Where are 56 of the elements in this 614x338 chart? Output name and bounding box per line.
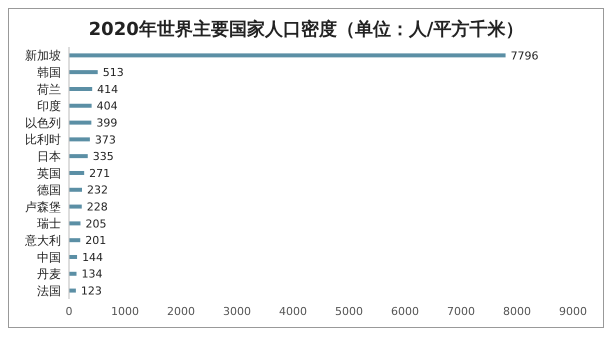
x-tick-label: 4000 xyxy=(279,304,307,318)
bar xyxy=(69,272,77,276)
bar xyxy=(69,104,92,108)
data-label: 123 xyxy=(80,284,102,298)
y-tick-label: 新加坡 xyxy=(25,48,61,63)
y-tick-label: 法国 xyxy=(37,284,61,298)
y-tick-label: 丹麦 xyxy=(37,267,61,282)
bar xyxy=(69,238,80,242)
bar xyxy=(69,137,90,142)
x-tick-label: 0 xyxy=(66,304,72,318)
bar xyxy=(69,254,78,259)
data-label: 414 xyxy=(97,82,118,96)
y-tick-label: 卢森堡 xyxy=(25,200,61,214)
y-tick-label: 德国 xyxy=(37,183,61,198)
y-tick-label: 中国 xyxy=(37,250,61,264)
data-label: 335 xyxy=(92,150,114,164)
data-label: 232 xyxy=(86,184,108,197)
bar xyxy=(69,288,76,293)
bar xyxy=(69,120,92,125)
data-label: 134 xyxy=(82,268,103,281)
data-label: 201 xyxy=(85,234,106,248)
bar xyxy=(69,188,82,192)
y-tick-label: 印度 xyxy=(37,99,61,114)
x-tick-label: 9000 xyxy=(559,304,587,318)
x-tick-label: 1000 xyxy=(111,304,139,318)
x-tick-label: 3000 xyxy=(223,304,251,318)
y-tick-label: 瑞士 xyxy=(37,216,61,231)
bar xyxy=(69,53,506,58)
data-label: 373 xyxy=(94,133,116,146)
data-label: 7796 xyxy=(510,49,539,62)
y-tick-label: 英国 xyxy=(37,166,61,180)
data-label: 513 xyxy=(102,66,124,80)
y-tick-label: 韩国 xyxy=(37,65,61,80)
data-label: 144 xyxy=(82,250,104,264)
y-tick-label: 日本 xyxy=(37,149,61,164)
y-tick-label: 意大利 xyxy=(24,233,61,248)
x-tick-label: 5000 xyxy=(335,304,363,318)
x-tick-label: 8000 xyxy=(503,304,531,318)
bar xyxy=(69,170,84,175)
data-label: 404 xyxy=(96,100,118,113)
x-tick-label: 2000 xyxy=(167,304,195,318)
y-tick-label: 荷兰 xyxy=(37,82,61,96)
bar xyxy=(69,204,82,209)
bar xyxy=(69,86,92,91)
x-tick-label: 6000 xyxy=(391,304,419,318)
data-label: 399 xyxy=(96,116,118,130)
x-tick-label: 7000 xyxy=(447,304,475,318)
data-label: 228 xyxy=(86,200,108,214)
data-label: 205 xyxy=(85,217,106,230)
data-label: 271 xyxy=(89,166,110,180)
bar xyxy=(69,70,98,74)
y-tick-label: 比利时 xyxy=(25,132,61,147)
chart-title: 2020年世界主要国家人口密度（单位：人/平方千米） xyxy=(88,18,524,41)
bar xyxy=(69,221,80,226)
y-tick-label: 以色列 xyxy=(25,116,61,130)
bar xyxy=(69,154,88,158)
